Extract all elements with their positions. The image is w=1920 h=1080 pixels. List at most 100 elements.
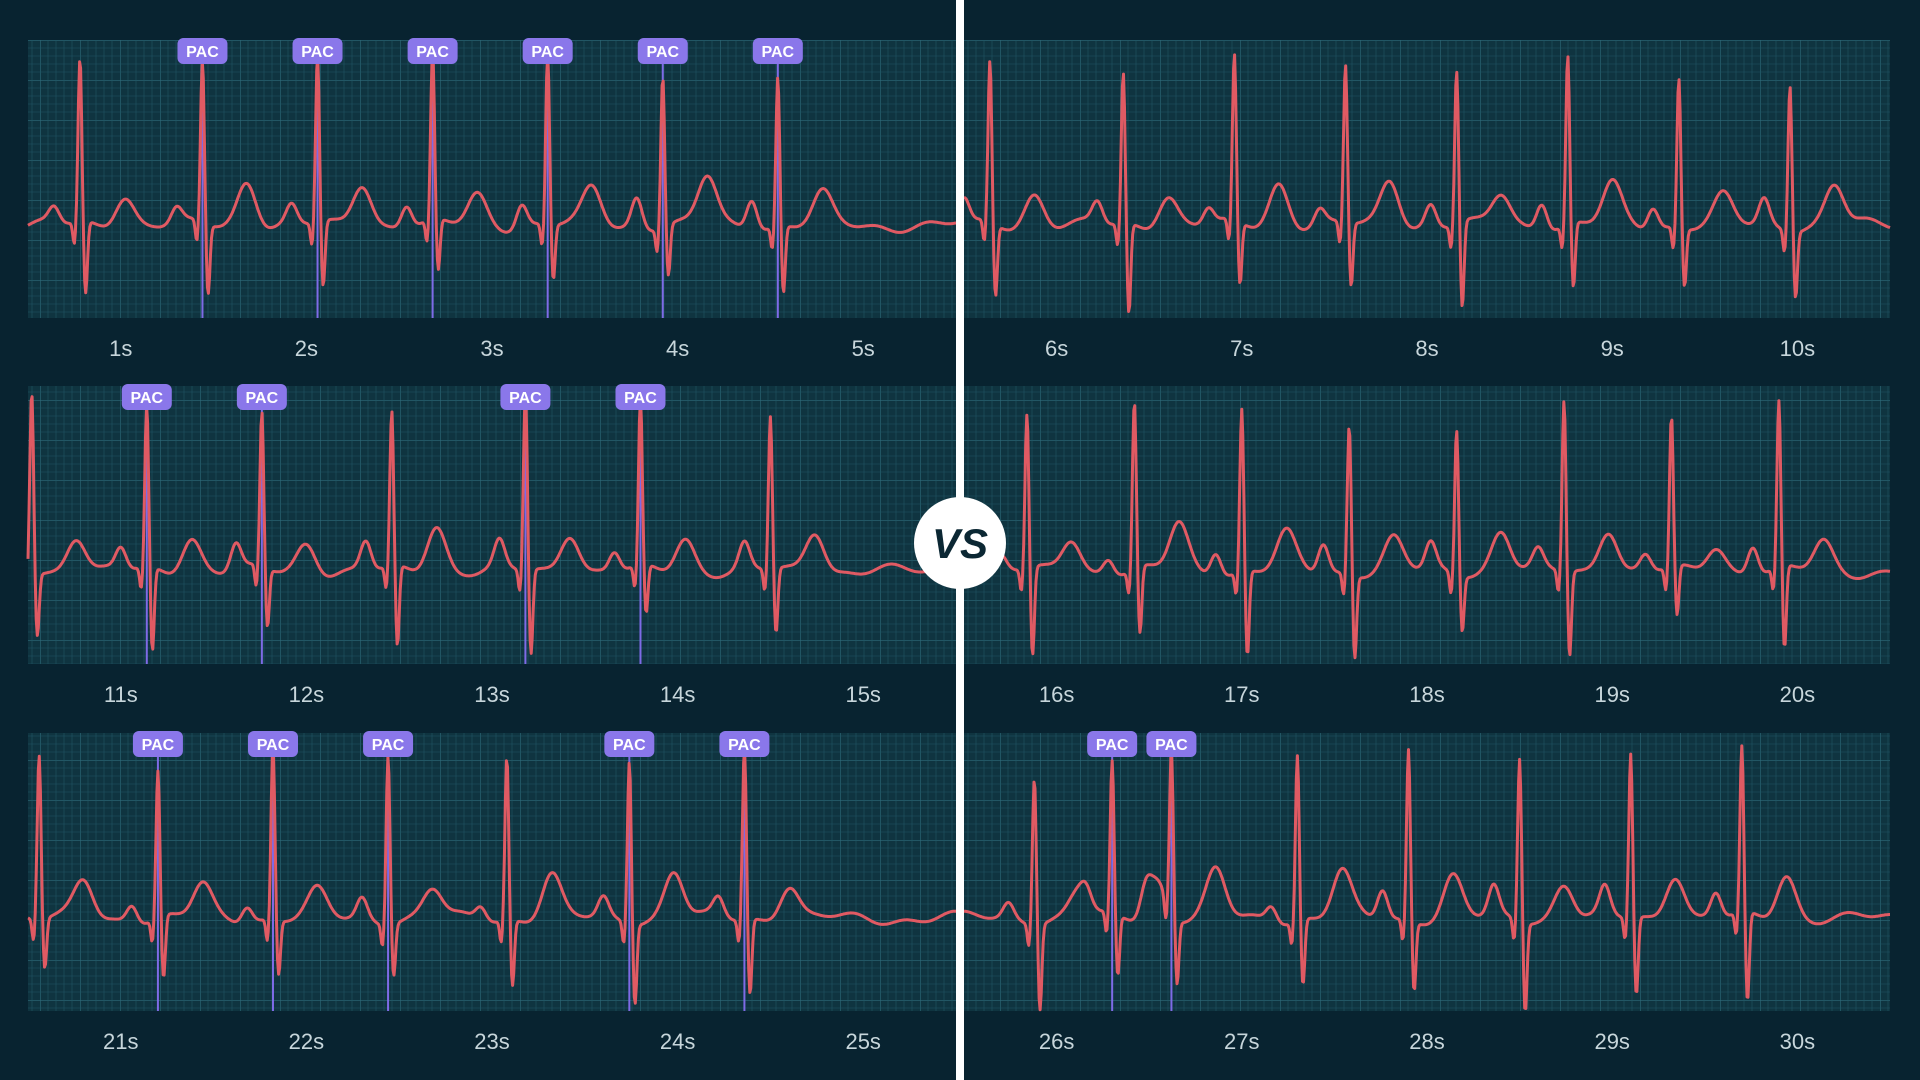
- pac-badge-bg: [292, 38, 343, 64]
- ecg-grid-bg: [28, 733, 956, 1011]
- tick-label: 10s: [1780, 336, 1815, 361]
- tick-label: 25s: [845, 1029, 880, 1054]
- tick-label: 17s: [1224, 682, 1259, 707]
- ecg-grid-bg: [28, 386, 956, 664]
- ecg-trace: [963, 744, 1891, 1012]
- pac-badge-bg: [247, 731, 298, 757]
- pac-badge-bg: [121, 384, 172, 410]
- ecg-panel-2-left: PAC PAC PAC PAC 11s 12s 13s 14s 15s: [26, 384, 957, 707]
- tick-label: 18s: [1409, 682, 1444, 707]
- tick-label: 23s: [474, 1029, 509, 1054]
- pac-badge-bg: [752, 38, 803, 64]
- pac-badge-bg: [1146, 731, 1197, 757]
- ecg-grid-bg: [28, 40, 956, 318]
- tick-label: 22s: [289, 1029, 324, 1054]
- tick-label: 29s: [1594, 1029, 1629, 1054]
- pac-badge-label: PAC: [624, 390, 657, 407]
- tick-label: 26s: [1039, 1029, 1074, 1054]
- pac-badge: PAC: [719, 731, 770, 757]
- tick-label: 20s: [1780, 682, 1815, 707]
- vs-badge: VS: [914, 497, 1006, 589]
- pac-badge: PAC: [752, 38, 803, 64]
- pac-badge-label: PAC: [646, 44, 679, 61]
- tick-label: 15s: [845, 682, 880, 707]
- pac-badge-label: PAC: [186, 44, 219, 61]
- tick-label: 24s: [660, 1029, 695, 1054]
- vs-label: VS: [932, 520, 988, 567]
- pac-badge-label: PAC: [130, 390, 163, 407]
- pac-badge-bg: [615, 384, 666, 410]
- pac-badge: PAC: [121, 384, 172, 410]
- pac-badge-bg: [500, 384, 551, 410]
- pac-badge: PAC: [500, 384, 551, 410]
- ecg-panel-1-left: PAC PAC PAC PAC PAC PAC 1s 2s 3s 4s 5s: [27, 38, 957, 361]
- pac-badge-bg: [604, 731, 655, 757]
- ecg-grid-bg: [964, 40, 1890, 318]
- ecg-trace: [963, 53, 1891, 313]
- pac-badge-label: PAC: [613, 737, 646, 754]
- tick-label: 30s: [1780, 1029, 1815, 1054]
- tick-label: 5s: [852, 336, 875, 361]
- pac-badge: PAC: [247, 731, 298, 757]
- pac-badge: PAC: [177, 38, 228, 64]
- ecg-panel-1-right: 6s 7s 8s 9s 10s: [963, 40, 1891, 361]
- pac-badge: PAC: [1087, 731, 1138, 757]
- pac-badge-bg: [637, 38, 688, 64]
- tick-label: 3s: [480, 336, 503, 361]
- pac-badge: PAC: [292, 38, 343, 64]
- tick-label: 2s: [295, 336, 318, 361]
- tick-label: 11s: [104, 682, 138, 707]
- ecg-grid-bg: [964, 386, 1890, 664]
- pac-badge-label: PAC: [142, 737, 175, 754]
- ecg-panel-3-right: PAC PAC 26s 27s 28s 29s 30s: [963, 731, 1891, 1054]
- pac-badge: PAC: [1146, 731, 1197, 757]
- pac-badge-label: PAC: [1096, 737, 1129, 754]
- tick-label: 8s: [1415, 336, 1438, 361]
- tick-label: 19s: [1594, 682, 1629, 707]
- pac-badge-label: PAC: [372, 737, 405, 754]
- ecg-grid-bg: [964, 733, 1890, 1011]
- tick-label: 16s: [1039, 682, 1074, 707]
- tick-label: 28s: [1409, 1029, 1444, 1054]
- chart-root: PAC PAC PAC PAC PAC PAC 1s 2s 3s 4s 5s 6s 7s 8s 9s 10s P…: [26, 38, 1891, 1054]
- ecg-trace: [27, 50, 957, 295]
- pac-badge: PAC: [615, 384, 666, 410]
- pac-badge: PAC: [604, 731, 655, 757]
- pac-badge-label: PAC: [246, 390, 279, 407]
- pac-badge-label: PAC: [1155, 737, 1188, 754]
- pac-badge-bg: [719, 731, 770, 757]
- pac-badge-label: PAC: [728, 737, 761, 754]
- pac-badge-label: PAC: [257, 737, 290, 754]
- pac-badge-bg: [522, 38, 573, 64]
- ecg-trace: [963, 399, 1891, 660]
- pac-badge-bg: [236, 384, 287, 410]
- pac-badge: PAC: [132, 731, 183, 757]
- ecg-panel-2-right: 16s 17s 18s 19s 20s: [963, 386, 1891, 707]
- tick-label: 12s: [289, 682, 324, 707]
- pac-badge-label: PAC: [416, 44, 449, 61]
- tick-label: 9s: [1601, 336, 1624, 361]
- pac-badge: PAC: [637, 38, 688, 64]
- pac-badge-label: PAC: [531, 44, 564, 61]
- pac-badge-label: PAC: [301, 44, 334, 61]
- pac-badge: PAC: [522, 38, 573, 64]
- pac-badge-label: PAC: [509, 390, 542, 407]
- tick-label: 7s: [1230, 336, 1253, 361]
- pac-badge-bg: [177, 38, 228, 64]
- pac-badge-bg: [407, 38, 458, 64]
- tick-label: 4s: [666, 336, 689, 361]
- pac-badge-bg: [363, 731, 414, 757]
- tick-label: 21s: [103, 1029, 138, 1054]
- pac-badge-bg: [1087, 731, 1138, 757]
- tick-label: 14s: [660, 682, 695, 707]
- pac-badge-label: PAC: [762, 44, 795, 61]
- tick-label: 1s: [109, 336, 132, 361]
- pac-badge: PAC: [363, 731, 414, 757]
- tick-label: 6s: [1045, 336, 1068, 361]
- pac-badge: PAC: [407, 38, 458, 64]
- ecg-trace: [26, 391, 957, 655]
- vs-circle: [914, 497, 1006, 589]
- pac-badge: PAC: [236, 384, 287, 410]
- pac-badge-bg: [132, 731, 183, 757]
